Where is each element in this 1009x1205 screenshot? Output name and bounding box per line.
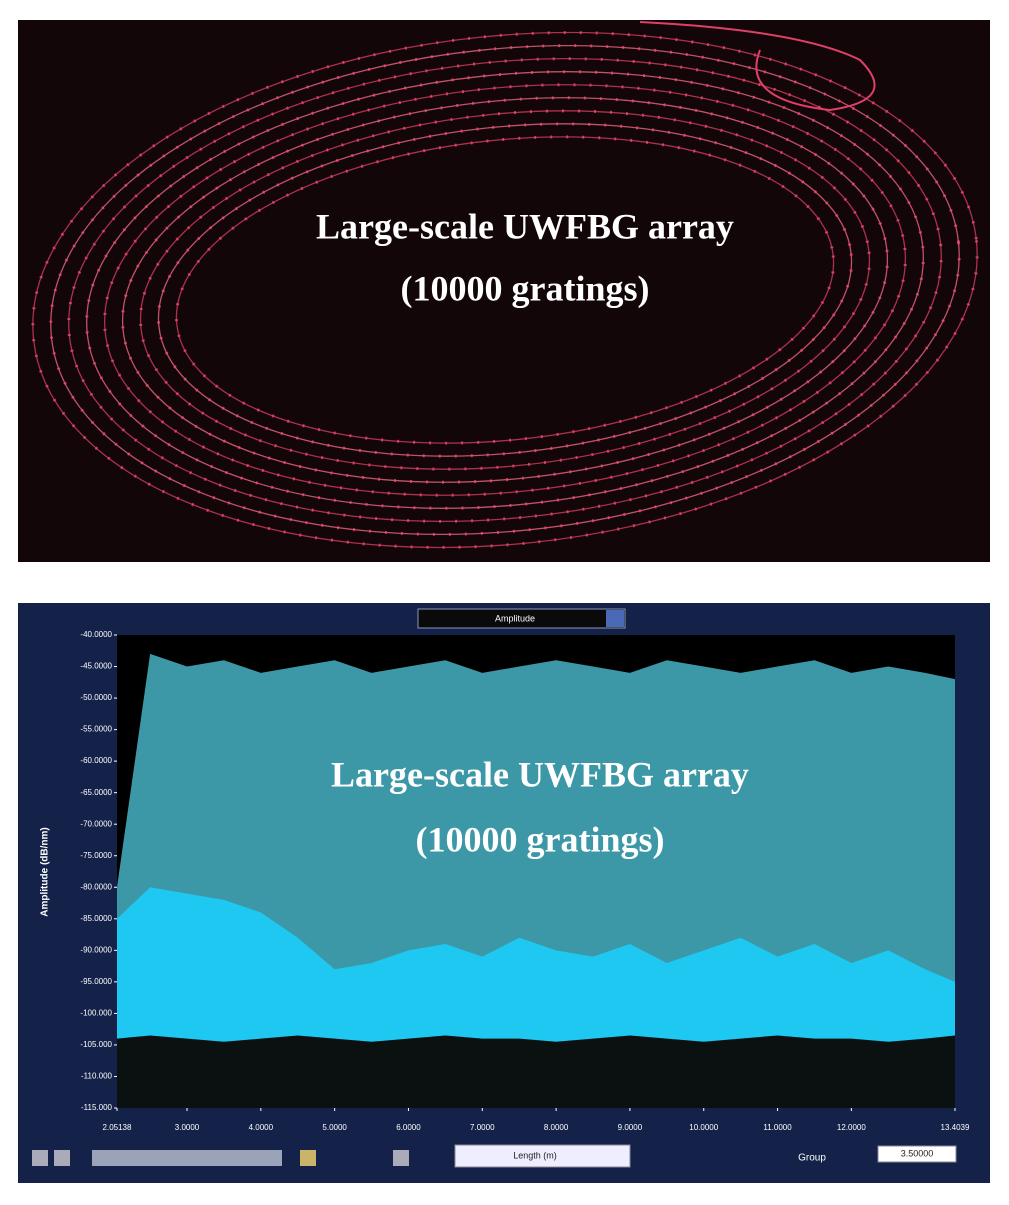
x-tick-label: 9.0000 [618, 1123, 643, 1132]
photo-caption: Large-scale UWFBG array [316, 206, 734, 246]
x-tick-label: 12.0000 [837, 1123, 866, 1132]
group-value: 3.50000 [901, 1148, 934, 1158]
x-tick-label: 2.05138 [103, 1123, 132, 1132]
tool-buttons[interactable] [92, 1150, 282, 1166]
grating-dots [139, 109, 871, 471]
group-label: Group [798, 1153, 826, 1164]
y-tick-label: -70.0000 [80, 819, 112, 828]
y-tick-label: -105.000 [80, 1040, 112, 1049]
grating-dots [31, 31, 979, 549]
y-tick-label: -55.0000 [80, 725, 112, 734]
tool-button[interactable] [300, 1150, 316, 1166]
x-tick-label: 10.0000 [689, 1123, 718, 1132]
area-series [117, 1035, 955, 1108]
photo-caption: (10000 gratings) [401, 268, 650, 308]
y-tick-label: -45.0000 [80, 662, 112, 671]
mode-label: Amplitude [495, 613, 535, 623]
y-tick-label: -50.0000 [80, 693, 112, 702]
toolbar [32, 1150, 409, 1166]
y-tick-label: -100.000 [80, 1009, 112, 1018]
y-tick-label: -60.0000 [80, 756, 112, 765]
y-tick-label: -115.000 [81, 1103, 113, 1112]
x-tick-label: 7.0000 [470, 1123, 495, 1132]
y-tick-label: -90.0000 [80, 945, 112, 954]
grating-dots [67, 57, 943, 523]
grating-dots [103, 83, 907, 497]
y-tick-label: -80.0000 [80, 882, 112, 891]
grating-dots [156, 122, 854, 458]
tool-button[interactable] [54, 1150, 70, 1166]
y-tick-label: -75.0000 [80, 851, 112, 860]
x-tick-label: 3.0000 [175, 1123, 200, 1132]
y-tick-label: -40.0000 [80, 630, 112, 639]
x-axis-dropdown[interactable] [454, 1144, 631, 1168]
y-tick-label: -85.0000 [80, 914, 112, 923]
x-tick-label: 4.0000 [249, 1123, 274, 1132]
grating-dots [174, 135, 836, 445]
plot [117, 653, 955, 1108]
grating-dots [49, 44, 961, 536]
x-tick-label: 8.0000 [544, 1123, 569, 1132]
x-tick-label: 5.0000 [322, 1123, 347, 1132]
grating-dots [121, 96, 889, 484]
chart-annotation: Large-scale UWFBG array [331, 754, 749, 794]
x-tick-label: 6.0000 [396, 1123, 421, 1132]
y-tick-label: -110.000 [81, 1072, 113, 1081]
y-axis-label: Amplitude (dB/nm) [40, 827, 51, 916]
x-axis-select: Length (m) [513, 1150, 557, 1160]
x-tick-label: 11.0000 [763, 1123, 792, 1132]
x-tick-label: 13.4039 [941, 1123, 970, 1132]
fiber-lead [639, 21, 876, 112]
dropdown-arrow[interactable] [606, 610, 624, 627]
tool-button[interactable] [393, 1150, 409, 1166]
tool-button[interactable] [32, 1150, 48, 1166]
chart-annotation: (10000 gratings) [416, 819, 665, 859]
photo: Large-scale UWFBG array (10000 gratings) [18, 20, 990, 562]
group-input[interactable] [877, 1145, 957, 1163]
mode-dropdown[interactable] [417, 608, 626, 629]
y-tick-label: -65.0000 [80, 788, 112, 797]
y-tick-label: -95.0000 [80, 977, 112, 986]
grating-dots [85, 70, 925, 510]
